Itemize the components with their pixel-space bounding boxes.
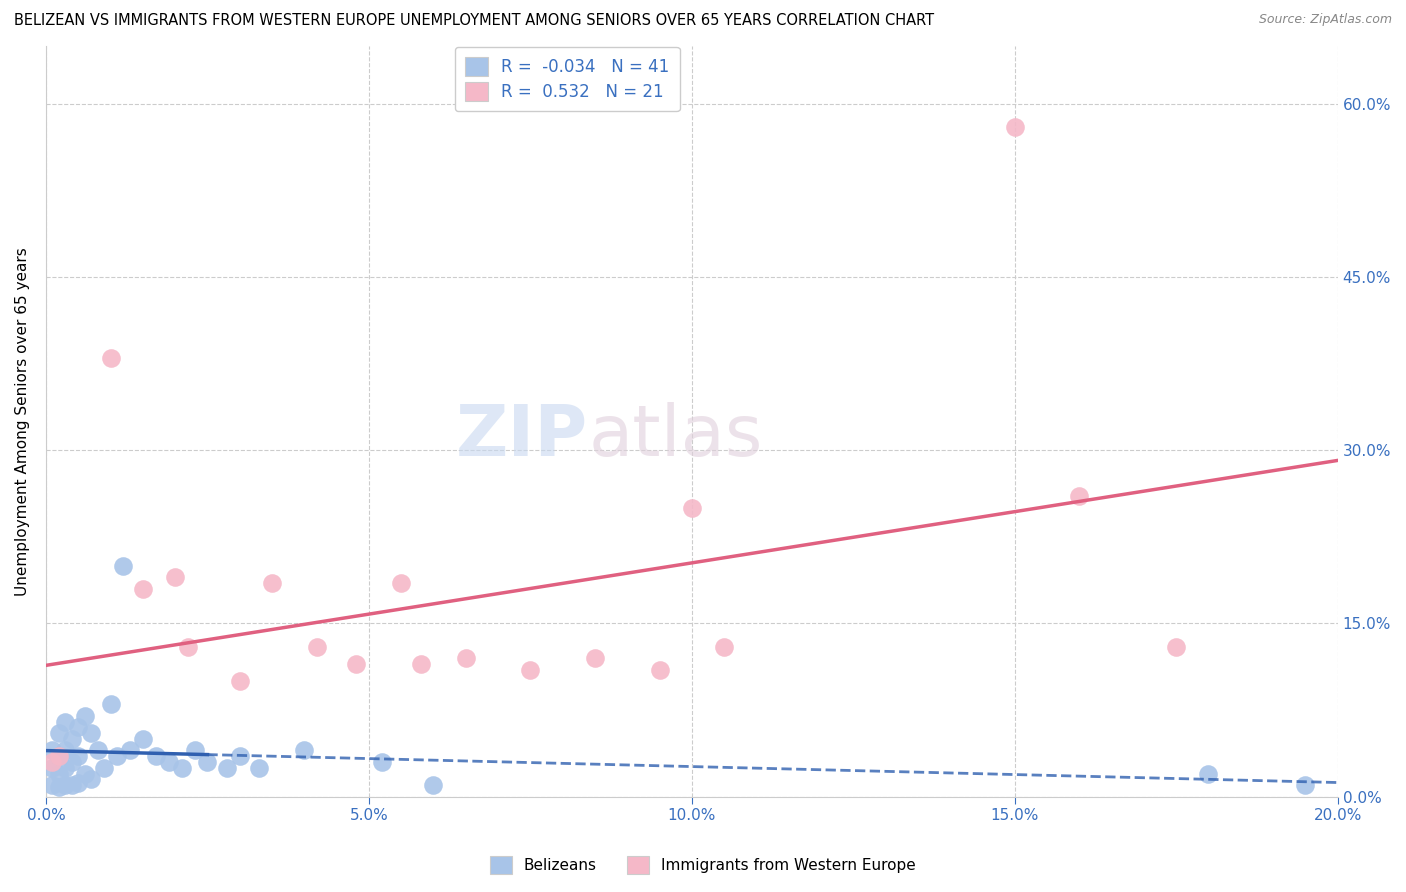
- Text: BELIZEAN VS IMMIGRANTS FROM WESTERN EUROPE UNEMPLOYMENT AMONG SENIORS OVER 65 YE: BELIZEAN VS IMMIGRANTS FROM WESTERN EURO…: [14, 13, 934, 29]
- Point: [648, 663, 671, 677]
- Point: [519, 663, 541, 677]
- Point: [53, 714, 76, 729]
- Point: [53, 778, 76, 792]
- Point: [132, 582, 155, 596]
- Point: [228, 674, 250, 689]
- Point: [48, 749, 70, 764]
- Text: Source: ZipAtlas.com: Source: ZipAtlas.com: [1258, 13, 1392, 27]
- Point: [1004, 120, 1026, 134]
- Point: [112, 558, 135, 573]
- Point: [177, 640, 200, 654]
- Legend: Belizeans, Immigrants from Western Europe: Belizeans, Immigrants from Western Europ…: [484, 850, 922, 880]
- Point: [118, 743, 141, 757]
- Point: [86, 743, 108, 757]
- Point: [53, 761, 76, 775]
- Point: [60, 755, 83, 769]
- Point: [41, 761, 63, 775]
- Point: [454, 651, 477, 665]
- Point: [73, 766, 96, 780]
- Point: [93, 761, 115, 775]
- Point: [48, 766, 70, 780]
- Point: [583, 651, 606, 665]
- Point: [48, 726, 70, 740]
- Text: atlas: atlas: [589, 402, 763, 471]
- Point: [681, 501, 703, 516]
- Point: [215, 761, 238, 775]
- Point: [1198, 766, 1220, 780]
- Point: [165, 570, 187, 584]
- Point: [1166, 640, 1188, 654]
- Point: [67, 776, 90, 790]
- Point: [389, 576, 412, 591]
- Point: [48, 780, 70, 795]
- Point: [292, 743, 315, 757]
- Point: [80, 726, 103, 740]
- Point: [67, 720, 90, 734]
- Point: [60, 778, 83, 792]
- Point: [170, 761, 193, 775]
- Legend: R =  -0.034   N = 41, R =  0.532   N = 21: R = -0.034 N = 41, R = 0.532 N = 21: [454, 47, 679, 112]
- Point: [80, 772, 103, 787]
- Point: [41, 743, 63, 757]
- Point: [41, 778, 63, 792]
- Point: [41, 755, 63, 769]
- Text: ZIP: ZIP: [456, 402, 589, 471]
- Point: [145, 749, 167, 764]
- Point: [48, 749, 70, 764]
- Point: [183, 743, 205, 757]
- Point: [60, 731, 83, 746]
- Point: [307, 640, 329, 654]
- Point: [371, 755, 394, 769]
- Point: [247, 761, 270, 775]
- Point: [67, 749, 90, 764]
- Point: [260, 576, 283, 591]
- Point: [100, 351, 122, 365]
- Point: [228, 749, 250, 764]
- Point: [53, 743, 76, 757]
- Point: [132, 731, 155, 746]
- Point: [409, 657, 432, 671]
- Point: [157, 755, 180, 769]
- Point: [100, 698, 122, 712]
- Point: [344, 657, 367, 671]
- Point: [73, 709, 96, 723]
- Point: [422, 778, 444, 792]
- Point: [105, 749, 128, 764]
- Y-axis label: Unemployment Among Seniors over 65 years: Unemployment Among Seniors over 65 years: [15, 247, 30, 596]
- Point: [713, 640, 735, 654]
- Point: [1294, 778, 1316, 792]
- Point: [197, 755, 219, 769]
- Point: [1069, 490, 1091, 504]
